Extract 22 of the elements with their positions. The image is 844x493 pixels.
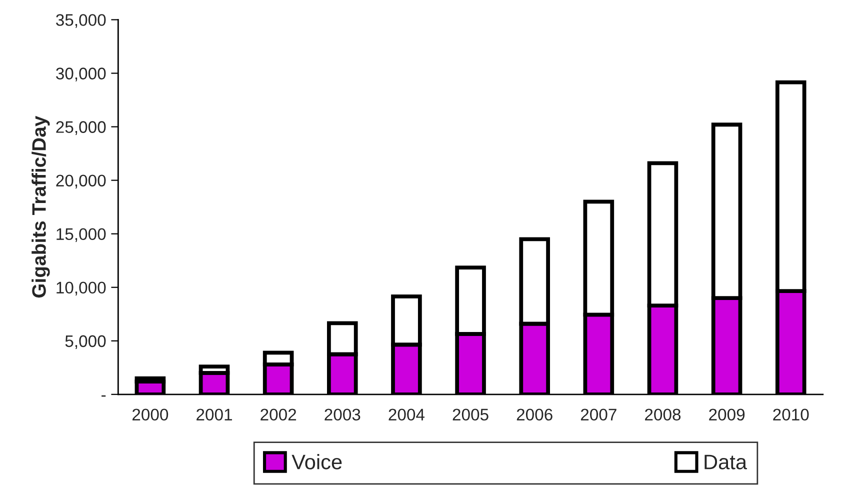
x-tick-label: 2009 (709, 408, 745, 421)
y-tick-label: 20,000 (56, 174, 106, 188)
x-tick-label: 2000 (132, 408, 168, 421)
y-tick-label: - (102, 395, 106, 397)
y-tick-label: 25,000 (56, 121, 106, 135)
legend-label: Voice (292, 454, 342, 470)
x-tick-label: 2007 (580, 408, 616, 421)
y-tick-label: 15,000 (56, 228, 106, 242)
x-tick-label: 2001 (196, 408, 232, 421)
y-axis-title: Gigabits Traffic/Day (32, 116, 50, 298)
x-tick-label: 2006 (516, 408, 552, 421)
x-tick-label: 2004 (388, 408, 425, 421)
x-tick-label: 2005 (452, 408, 488, 421)
legend-label: Data (704, 454, 748, 470)
x-tick-label: 2003 (324, 408, 360, 421)
y-tick-label: 10,000 (56, 282, 106, 296)
y-tick-label: 5,000 (65, 335, 106, 350)
y-tick-label: 35,000 (56, 14, 106, 28)
y-tick-label: 30,000 (56, 68, 106, 82)
x-tick-label: 2008 (645, 408, 681, 421)
x-tick-label: 2010 (773, 408, 809, 421)
x-tick-label: 2002 (260, 408, 296, 421)
